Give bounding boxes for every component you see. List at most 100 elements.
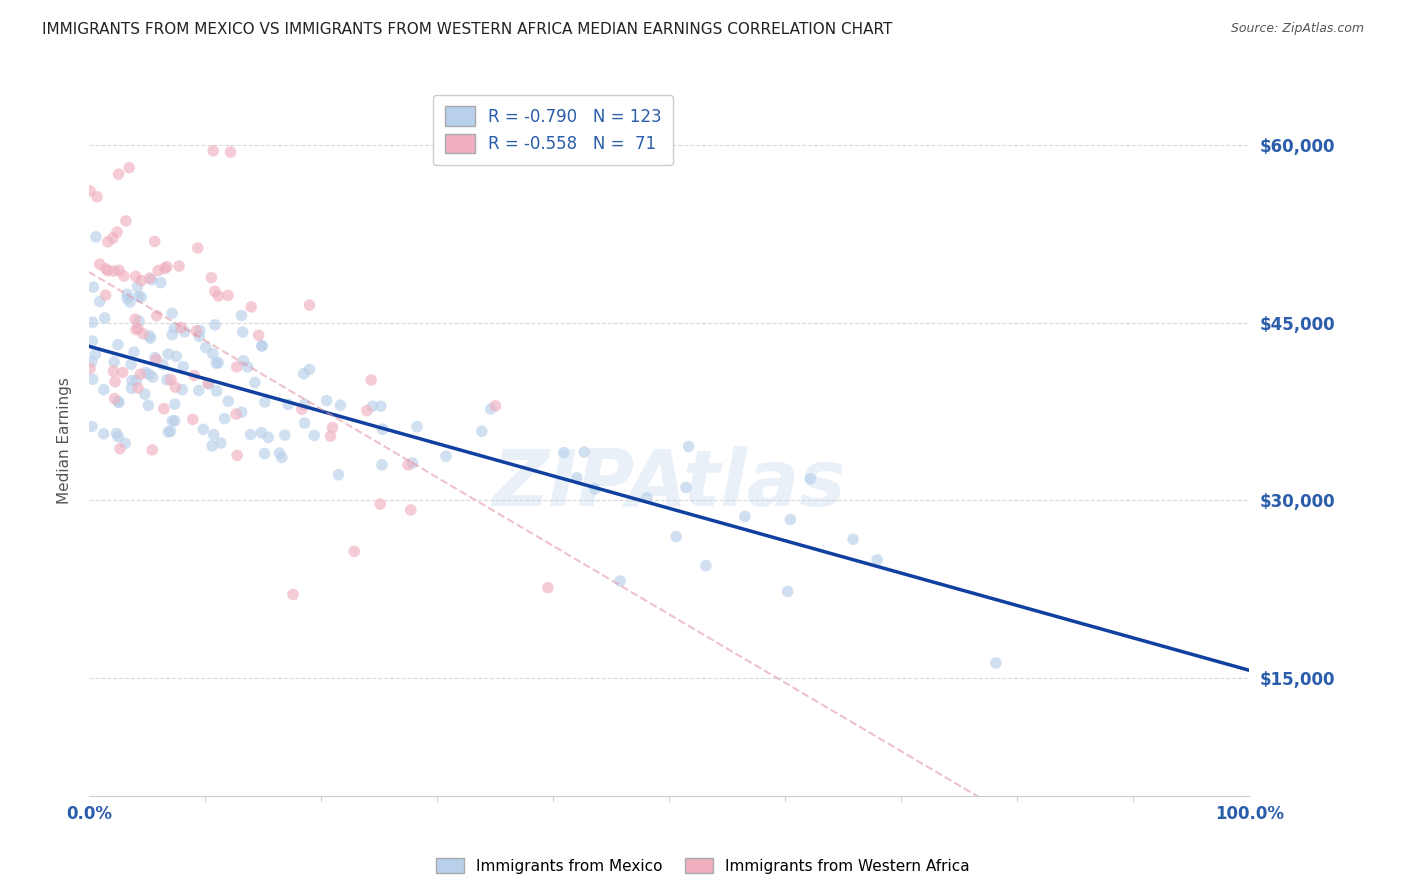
Point bbox=[695, 558, 717, 573]
Point bbox=[204, 318, 226, 332]
Point bbox=[232, 325, 254, 339]
Point bbox=[236, 359, 259, 374]
Point bbox=[292, 367, 315, 381]
Point bbox=[103, 364, 125, 378]
Point bbox=[152, 358, 174, 372]
Point bbox=[253, 395, 276, 409]
Point bbox=[231, 309, 253, 323]
Point bbox=[163, 321, 186, 335]
Point bbox=[134, 387, 156, 401]
Point bbox=[114, 436, 136, 450]
Point bbox=[291, 402, 314, 417]
Point bbox=[399, 503, 422, 517]
Point bbox=[167, 259, 190, 273]
Point bbox=[304, 428, 326, 442]
Point bbox=[141, 273, 163, 287]
Point bbox=[107, 167, 129, 181]
Point bbox=[159, 425, 181, 439]
Point bbox=[86, 190, 108, 204]
Point bbox=[188, 329, 211, 343]
Point bbox=[138, 329, 160, 343]
Point bbox=[82, 334, 104, 348]
Point bbox=[105, 426, 128, 441]
Point bbox=[217, 394, 239, 409]
Point bbox=[214, 411, 236, 425]
Point bbox=[842, 532, 865, 546]
Point bbox=[298, 362, 321, 376]
Point bbox=[250, 339, 273, 353]
Point bbox=[319, 429, 342, 443]
Point bbox=[207, 289, 229, 303]
Point bbox=[396, 458, 419, 472]
Point bbox=[103, 264, 125, 278]
Point bbox=[162, 414, 184, 428]
Point bbox=[107, 337, 129, 351]
Point bbox=[162, 327, 184, 342]
Point bbox=[121, 374, 143, 388]
Point bbox=[132, 326, 155, 341]
Point bbox=[553, 445, 575, 459]
Point bbox=[609, 574, 631, 588]
Point bbox=[187, 384, 209, 398]
Legend: R = -0.790   N = 123, R = -0.558   N =  71: R = -0.790 N = 123, R = -0.558 N = 71 bbox=[433, 95, 673, 165]
Point bbox=[247, 328, 270, 343]
Point bbox=[82, 315, 104, 329]
Text: Source: ZipAtlas.com: Source: ZipAtlas.com bbox=[1230, 22, 1364, 36]
Point bbox=[202, 144, 225, 158]
Point bbox=[172, 383, 194, 397]
Point bbox=[434, 449, 457, 463]
Point bbox=[127, 381, 149, 395]
Point bbox=[181, 412, 204, 426]
Point bbox=[112, 268, 135, 283]
Point bbox=[103, 392, 125, 406]
Point bbox=[401, 456, 423, 470]
Point bbox=[172, 359, 194, 374]
Point bbox=[142, 370, 165, 384]
Point bbox=[80, 354, 103, 368]
Point bbox=[186, 324, 208, 338]
Point bbox=[232, 353, 254, 368]
Point bbox=[343, 544, 366, 558]
Point bbox=[108, 263, 131, 277]
Point bbox=[270, 450, 292, 465]
Point bbox=[122, 345, 145, 359]
Legend: Immigrants from Mexico, Immigrants from Western Africa: Immigrants from Mexico, Immigrants from … bbox=[430, 852, 976, 880]
Point bbox=[143, 235, 166, 249]
Point bbox=[138, 271, 160, 285]
Point bbox=[153, 401, 176, 416]
Point bbox=[201, 439, 224, 453]
Point bbox=[156, 260, 179, 274]
Point bbox=[776, 584, 799, 599]
Point bbox=[484, 399, 506, 413]
Point bbox=[298, 298, 321, 312]
Point bbox=[866, 553, 889, 567]
Point bbox=[565, 471, 588, 485]
Point bbox=[94, 261, 117, 276]
Point bbox=[108, 442, 131, 456]
Point bbox=[479, 401, 502, 416]
Point bbox=[127, 290, 149, 304]
Point bbox=[115, 214, 138, 228]
Point bbox=[779, 512, 801, 526]
Point bbox=[170, 320, 193, 334]
Point bbox=[97, 235, 120, 249]
Point bbox=[328, 467, 350, 482]
Point bbox=[127, 279, 149, 293]
Point bbox=[537, 581, 560, 595]
Point bbox=[200, 270, 222, 285]
Point bbox=[636, 491, 658, 505]
Point bbox=[156, 373, 179, 387]
Point bbox=[368, 497, 391, 511]
Point bbox=[188, 324, 211, 338]
Point bbox=[371, 422, 394, 436]
Point bbox=[321, 420, 343, 434]
Point bbox=[115, 287, 138, 301]
Point bbox=[329, 398, 352, 412]
Point bbox=[269, 446, 291, 460]
Point bbox=[225, 407, 247, 421]
Point bbox=[799, 472, 821, 486]
Point bbox=[143, 351, 166, 365]
Point bbox=[205, 384, 228, 398]
Point bbox=[204, 285, 226, 299]
Point bbox=[125, 269, 148, 284]
